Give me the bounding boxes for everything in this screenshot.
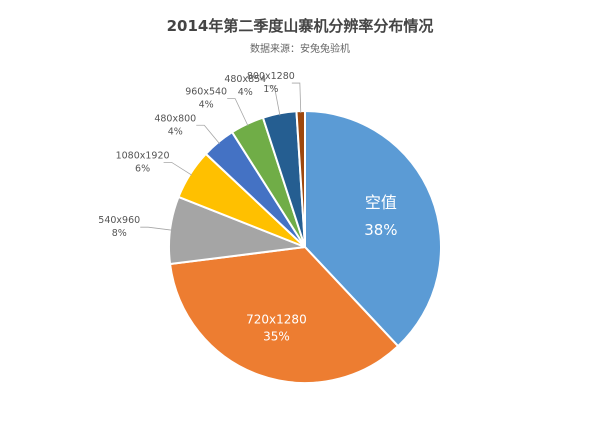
- leader-line: [266, 85, 281, 116]
- chart-subtitle: 数据来源：安兔兔验机: [250, 44, 350, 55]
- pie-slices: [168, 109, 442, 384]
- slice-label-name: 1080x1920: [116, 150, 170, 161]
- pie-slice-empty-value: [304, 109, 442, 348]
- slice-label-name: 540x960: [98, 215, 140, 226]
- slice-labels: 空值 38% 720x1280 35% 540x960 8% 1080x1920 6% 480x…: [98, 71, 397, 343]
- leader-line: [196, 124, 220, 145]
- slice-label-name: 480x800: [154, 113, 196, 124]
- slice-label-percent: 8%: [112, 228, 127, 239]
- leader-line: [291, 82, 302, 114]
- slice-label-percent: 38%: [364, 221, 397, 239]
- slice-label-percent: 6%: [135, 163, 150, 174]
- slice-label-percent: 35%: [263, 329, 290, 343]
- slice-label-percent: 4%: [199, 100, 214, 111]
- slice-label-percent: 1%: [263, 84, 278, 95]
- leader-lines: [140, 82, 302, 231]
- slice-label-name: 720x1280: [246, 312, 307, 326]
- leader-line: [140, 226, 173, 231]
- slice-label-name: 空值: [365, 193, 397, 212]
- slice-label-name: 480x854: [224, 74, 266, 85]
- slice-label-percent: 4%: [168, 126, 183, 137]
- slice-label-name: 960x540: [185, 87, 227, 98]
- pie-slice-720x1280: [168, 245, 400, 384]
- leader-line: [227, 98, 249, 126]
- chart-title: 2014年第二季度山寨机分辨率分布情况: [166, 17, 434, 35]
- slice-label-name: 800x1280: [247, 71, 295, 82]
- slice-label-percent: 4%: [238, 87, 253, 98]
- leader-line: [163, 161, 193, 176]
